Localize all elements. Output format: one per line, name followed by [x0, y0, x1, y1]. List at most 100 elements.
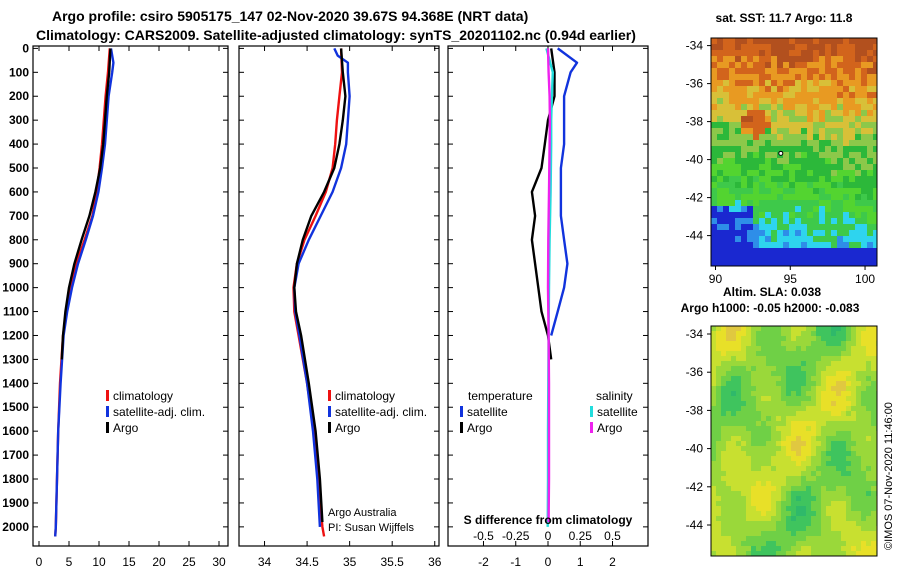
sst-map-cell [801, 254, 807, 260]
sst-map-cell [861, 194, 867, 200]
sla-map-cell [756, 501, 761, 506]
sla-map-cell [746, 501, 751, 506]
sla-map-cell [766, 396, 771, 401]
sla-map-cell [816, 396, 821, 401]
sst-map-cell [825, 140, 831, 146]
sst-map-cell [735, 128, 741, 134]
sla-map-cell [771, 456, 776, 461]
sla-map-cell [821, 486, 826, 491]
sla-map-cell [861, 526, 866, 531]
sst-map-cell [837, 80, 843, 86]
sla-map-cell [826, 541, 831, 546]
sla-map-cell [791, 551, 796, 556]
sst-map-cell [825, 242, 831, 248]
sst-map-cell [819, 92, 825, 98]
sst-map-cell [819, 98, 825, 104]
sla-map-cell [746, 336, 751, 341]
sla-map-cell [751, 366, 756, 371]
sla-map-cell [736, 511, 741, 516]
sla-map-cell [811, 406, 816, 411]
sst-map-cell [867, 236, 873, 242]
sst-map-cell [867, 92, 873, 98]
sst-map-cell [819, 218, 825, 224]
sla-map-cell [801, 506, 806, 511]
sla-map-cell [736, 546, 741, 551]
sst-map-cell [789, 260, 795, 266]
sst-map-cell [813, 176, 819, 182]
sst-map-cell [849, 50, 855, 56]
sst-map-cell [735, 206, 741, 212]
sst-map-cell [873, 188, 877, 194]
sla-map-cell [711, 496, 716, 501]
sla-map-cell [711, 406, 716, 411]
sla-map-cell [721, 536, 726, 541]
sla-map-cell [836, 521, 841, 526]
sst-map-cell [783, 230, 789, 236]
sst-map-cell [759, 44, 765, 50]
sst-map-cell [837, 194, 843, 200]
sla-map-cell [761, 551, 766, 556]
sla-map-cell [861, 421, 866, 426]
sla-map-cell [736, 486, 741, 491]
sst-map-cell [759, 98, 765, 104]
sla-map-cell [841, 491, 846, 496]
sla-map-cell [826, 326, 831, 331]
sst-map-cell [717, 236, 723, 242]
sla-map-cell [796, 356, 801, 361]
sla-map-cell [761, 336, 766, 341]
sla-map-cell [736, 526, 741, 531]
sla-map-cell [741, 421, 746, 426]
sla-map-cell [711, 431, 716, 436]
sla-map-cell [861, 471, 866, 476]
sla-map-cell [761, 506, 766, 511]
sst-map-cell [813, 74, 819, 80]
sla-map-cell [846, 401, 851, 406]
sla-map-cell [826, 461, 831, 466]
sla-map-cell [806, 471, 811, 476]
sla-map-cell [721, 386, 726, 391]
sla-map-cell [726, 421, 731, 426]
sla-y-tick-label: -42 [686, 480, 704, 494]
sla-map-cell [791, 511, 796, 516]
sst-map-cell [873, 134, 877, 140]
sla-map-cell [771, 326, 776, 331]
sst-map-cell [807, 242, 813, 248]
sst-map-cell [735, 212, 741, 218]
sla-map-cell [736, 476, 741, 481]
sla-map-cell [811, 536, 816, 541]
sst-map-cell [753, 146, 759, 152]
sla-map-cell [781, 466, 786, 471]
sst-map-cell [801, 206, 807, 212]
sst-map-cell [777, 68, 783, 74]
sla-map-cell [751, 456, 756, 461]
sla-map-cell [781, 541, 786, 546]
sla-map-cell [811, 326, 816, 331]
sst-map-cell [783, 140, 789, 146]
sla-map-cell [746, 351, 751, 356]
sst-map-cell [819, 242, 825, 248]
sla-map-cell [776, 406, 781, 411]
sla-map-cell [781, 336, 786, 341]
sla-map-cell [866, 331, 871, 336]
sla-map-cell [851, 366, 856, 371]
sla-map-cell [771, 401, 776, 406]
sla-map-cell [871, 521, 876, 526]
sla-map-cell [741, 401, 746, 406]
sla-map-cell [756, 541, 761, 546]
sst-map-cell [741, 128, 747, 134]
sst-map-cell [831, 44, 837, 50]
sst-map-cell [861, 110, 867, 116]
sla-map-cell [766, 326, 771, 331]
sla-map-cell [731, 461, 736, 466]
sla-map-cell [841, 471, 846, 476]
sla-map-cell [861, 441, 866, 446]
sla-map-cell [871, 371, 876, 376]
sla-map-cell [811, 331, 816, 336]
sla-map-cell [766, 351, 771, 356]
sst-map-cell [717, 134, 723, 140]
sla-map-cell [776, 371, 781, 376]
sst-map-cell [855, 140, 861, 146]
sst-map-cell [849, 110, 855, 116]
sst-map-cell [717, 152, 723, 158]
sla-map-cell [841, 466, 846, 471]
